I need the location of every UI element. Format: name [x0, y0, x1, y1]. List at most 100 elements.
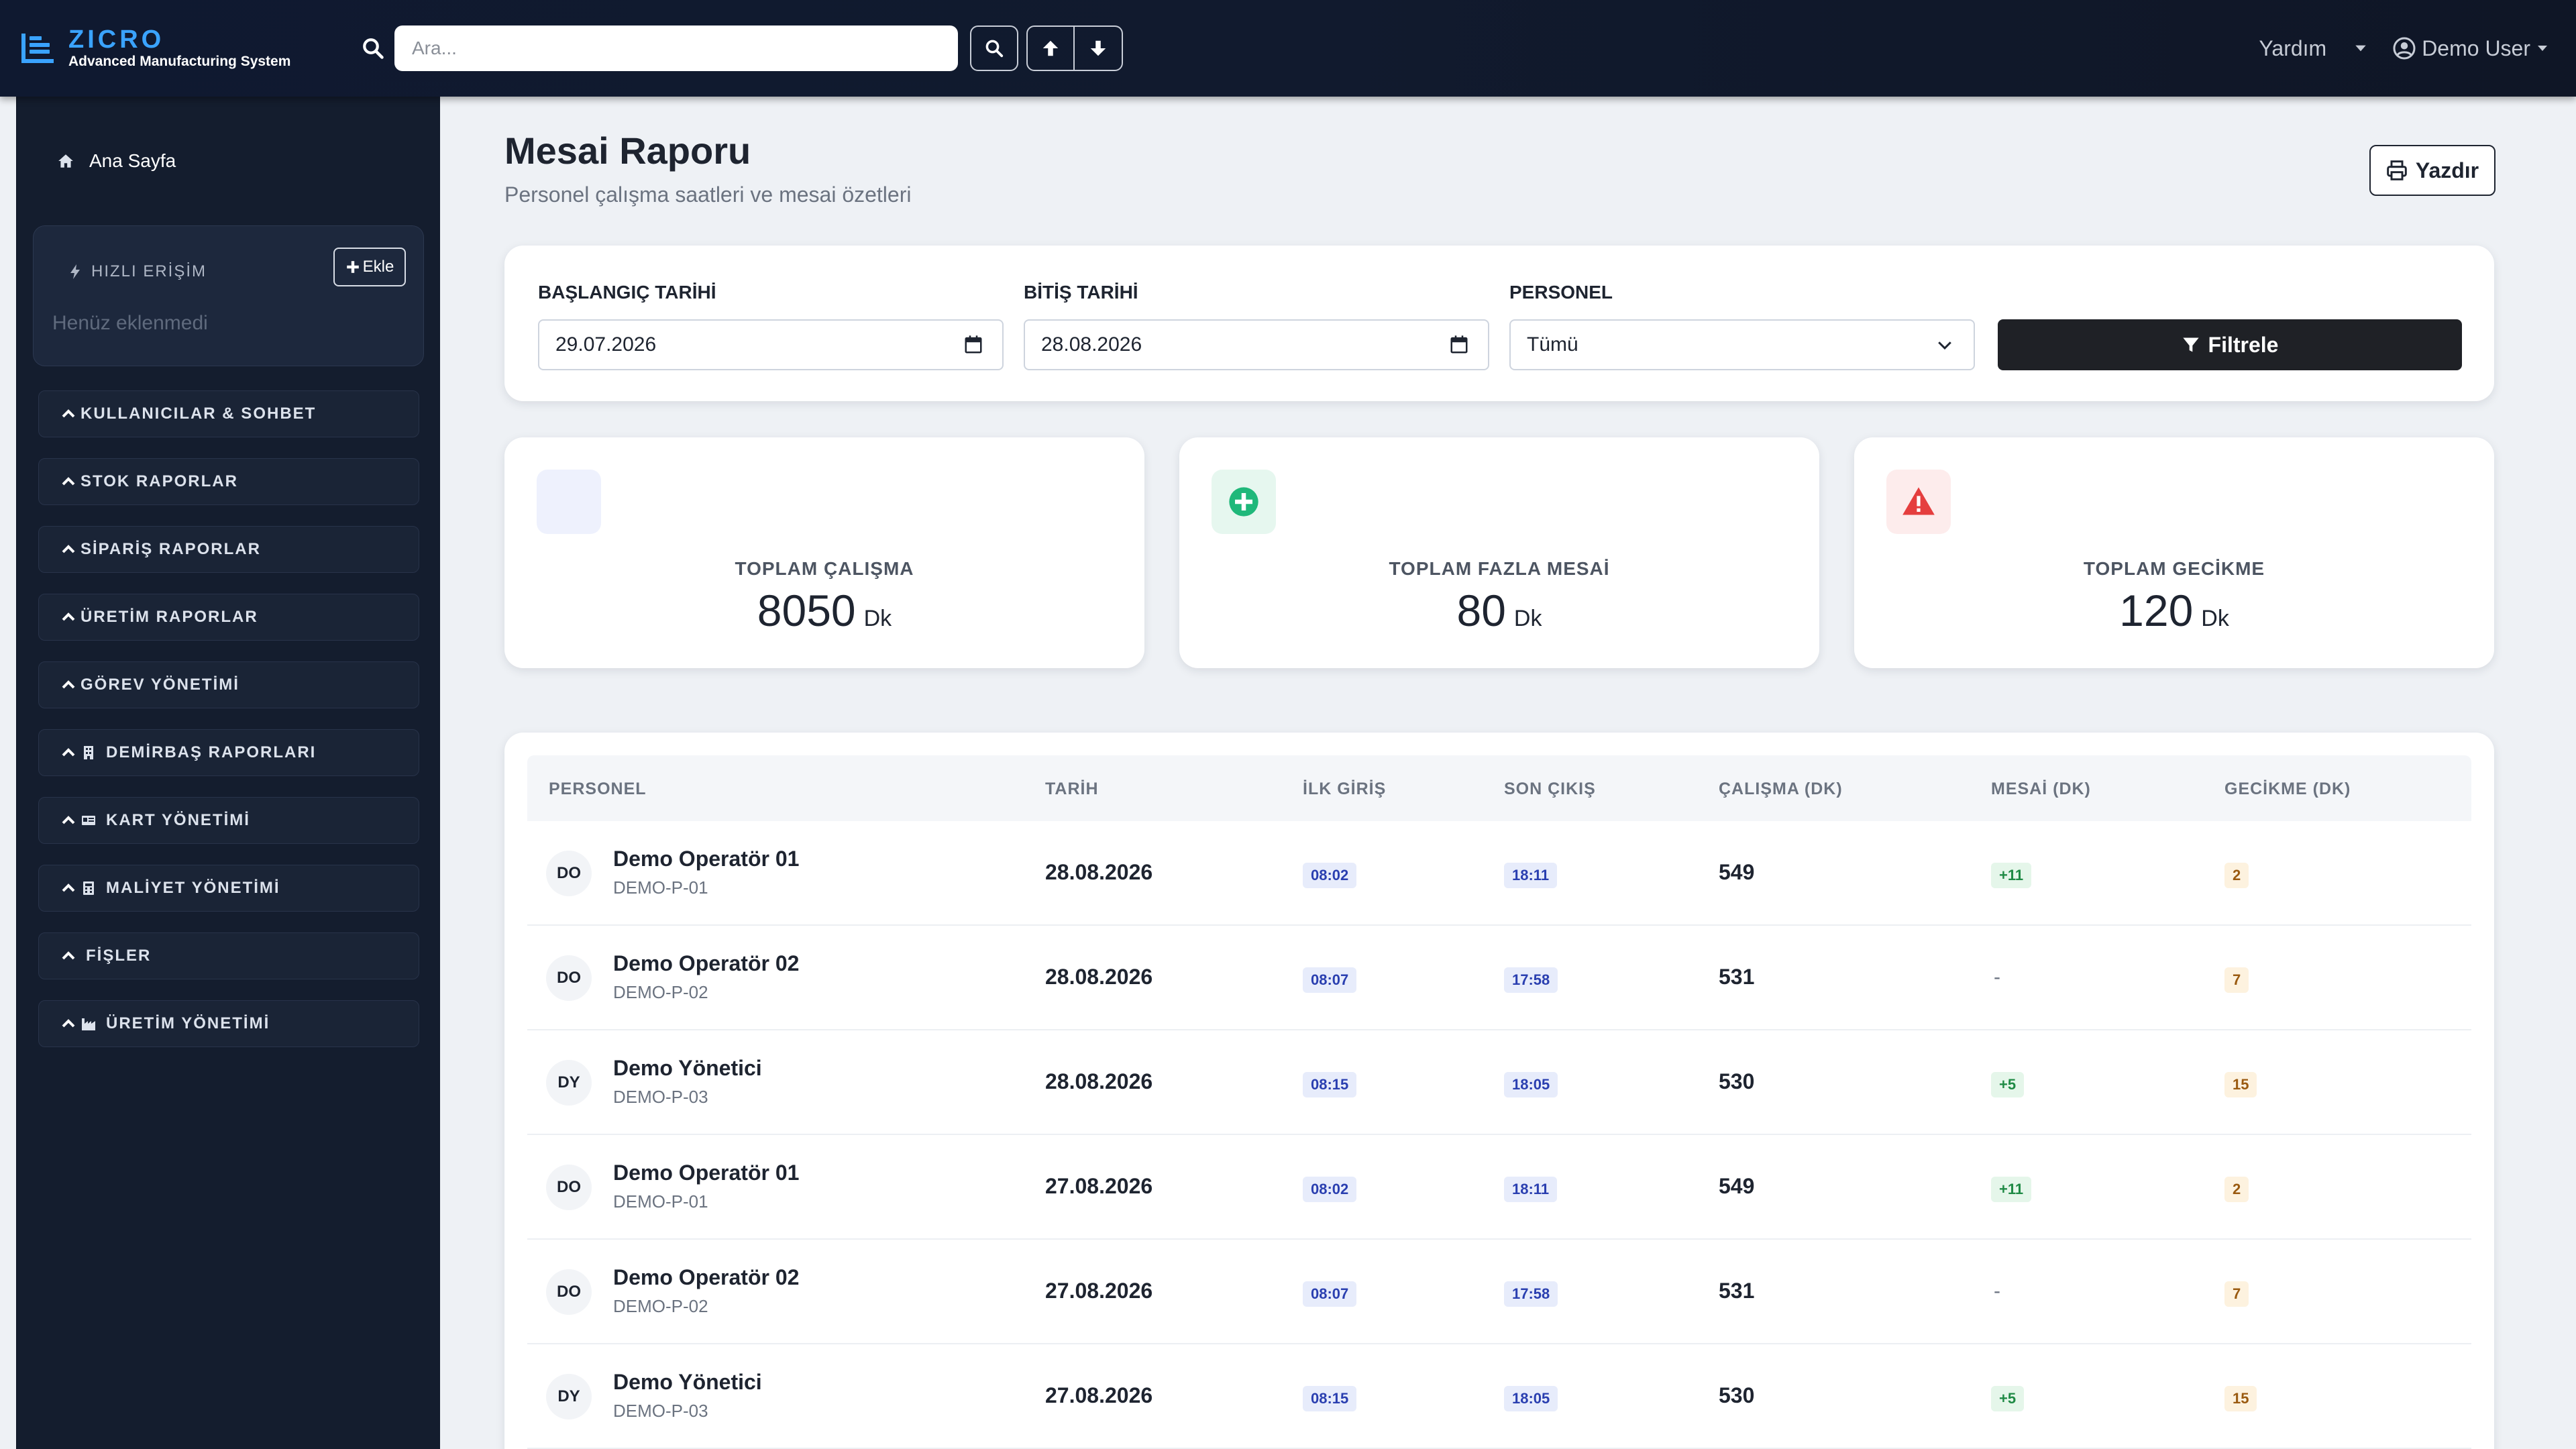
- calendar-icon[interactable]: [1449, 335, 1469, 355]
- warning-icon: [1886, 470, 1951, 534]
- employee-name: Demo Yönetici: [613, 1056, 762, 1080]
- bolt-icon: [70, 264, 80, 279]
- avatar: DO: [546, 1165, 592, 1210]
- search-previous-button[interactable]: [1026, 25, 1075, 71]
- table-row[interactable]: DO Demo Operatör 01 DEMO-P-01 28.08.2026 08:…: [527, 821, 2471, 926]
- column-header-last-exit: SON ÇIKIŞ: [1504, 780, 1596, 798]
- end-date-field[interactable]: 28.08.2026: [1024, 319, 1489, 370]
- last-exit-badge: 17:58: [1504, 967, 1558, 993]
- table-row[interactable]: DO Demo Operatör 02 DEMO-P-02 27.08.2026 08:…: [527, 1240, 2471, 1344]
- date-cell: 27.08.2026: [1045, 1383, 1153, 1407]
- work-minutes-cell: 549: [1719, 1174, 1755, 1198]
- table-row[interactable]: DO Demo Operatör 02 DEMO-P-02 28.08.2026 08:…: [527, 926, 2471, 1030]
- start-date-field[interactable]: 29.07.2026: [538, 319, 1004, 370]
- chevron-up-icon: [62, 748, 75, 757]
- arrow-up-icon: [1042, 40, 1059, 56]
- id-card-icon: [82, 816, 95, 825]
- quick-access-empty-text: Henüz eklenmedi: [52, 312, 208, 334]
- user-menu[interactable]: Demo User: [2392, 36, 2549, 61]
- search-next-button[interactable]: [1075, 25, 1123, 71]
- quick-access-add-button[interactable]: Ekle: [333, 248, 406, 286]
- first-entry-badge: 08:07: [1303, 1281, 1357, 1307]
- date-cell: 28.08.2026: [1045, 965, 1153, 989]
- plus-icon: [346, 261, 359, 273]
- last-exit-badge: 18:11: [1504, 863, 1558, 888]
- brand[interactable]: ZICRO Advanced Manufacturing System: [19, 26, 341, 70]
- arrow-down-icon: [1090, 40, 1106, 56]
- avatar: DY: [546, 1060, 592, 1106]
- sidebar-group-stock-reports[interactable]: STOK RAPORLAR: [38, 458, 419, 505]
- first-entry-badge: 08:02: [1303, 1177, 1357, 1202]
- date-cell: 28.08.2026: [1045, 1069, 1153, 1093]
- clock-icon: [537, 470, 601, 534]
- personnel-select[interactable]: Tümü: [1509, 319, 1975, 370]
- stat-card-total-overtime: TOPLAM FAZLA MESAİ 80 Dk: [1179, 437, 1819, 668]
- search-icon: [985, 40, 1004, 58]
- employee-code: DEMO-P-03: [613, 1401, 708, 1421]
- search-input[interactable]: [394, 25, 958, 71]
- calculator-icon: [83, 881, 94, 895]
- last-exit-badge: 17:58: [1504, 1281, 1558, 1307]
- overtime-badge: +5: [1991, 1072, 2025, 1097]
- calendar-icon[interactable]: [963, 335, 983, 355]
- stat-value: 120 Dk: [2119, 586, 2229, 635]
- user-name: Demo User: [2422, 36, 2530, 60]
- delay-badge: 7: [2224, 967, 2249, 993]
- table-row[interactable]: DY Demo Yönetici DEMO-P-03 27.08.2026 08:15 1…: [527, 1344, 2471, 1449]
- delay-badge: 15: [2224, 1386, 2257, 1411]
- employee-name: Demo Operatör 02: [613, 1265, 800, 1289]
- avatar: DO: [546, 851, 592, 896]
- factory-icon: [82, 1018, 95, 1030]
- overtime-cell: -: [1994, 1280, 2000, 1302]
- employee-code: DEMO-P-02: [613, 982, 708, 1002]
- print-button[interactable]: Yazdır: [2369, 145, 2496, 196]
- sidebar-group-production-management[interactable]: ÜRETİM YÖNETİMİ: [38, 1000, 419, 1047]
- sidebar-group-fixed-assets[interactable]: DEMİRBAŞ RAPORLARI: [38, 729, 419, 776]
- employee-code: DEMO-P-01: [613, 1191, 708, 1212]
- sidebar-group-cost-management[interactable]: MALİYET YÖNETİMİ: [38, 865, 419, 912]
- employee-name: Demo Yönetici: [613, 1370, 762, 1394]
- chevron-up-icon: [62, 612, 75, 621]
- stat-value: 8050 Dk: [757, 586, 892, 635]
- sidebar-group-production-reports[interactable]: ÜRETİM RAPORLAR: [38, 594, 419, 641]
- personnel-label: PERSONEL: [1509, 282, 1613, 303]
- sidebar-group-task-management[interactable]: GÖREV YÖNETİMİ: [38, 661, 419, 708]
- end-date-label: BİTİŞ TARİHİ: [1024, 282, 1138, 303]
- table-row[interactable]: DO Demo Operatör 01 DEMO-P-01 27.08.2026 08:…: [527, 1135, 2471, 1240]
- home-icon: [58, 154, 73, 168]
- chevron-up-icon: [62, 883, 75, 892]
- filter-button[interactable]: Filtrele: [1998, 319, 2462, 370]
- column-header-first-entry: İLK GİRİŞ: [1303, 780, 1387, 798]
- sidebar-group-order-reports[interactable]: SİPARİŞ RAPORLAR: [38, 526, 419, 573]
- stat-label: TOPLAM GECİKME: [2083, 558, 2265, 579]
- chevron-up-icon: [62, 1019, 75, 1028]
- sidebar-group-receipts[interactable]: FİŞLER: [38, 932, 419, 979]
- chevron-down-icon: [1938, 341, 1951, 350]
- chevron-up-icon: [62, 409, 75, 418]
- caret-down-icon[interactable]: [2353, 41, 2368, 56]
- date-cell: 27.08.2026: [1045, 1174, 1153, 1198]
- sidebar-item-label: Ana Sayfa: [89, 150, 176, 171]
- table-row[interactable]: DY Demo Yönetici DEMO-P-03 28.08.2026 08:15 1…: [527, 1030, 2471, 1135]
- sidebar-item-home[interactable]: Ana Sayfa: [57, 150, 440, 172]
- chevron-up-icon: [62, 816, 75, 824]
- search-button[interactable]: [970, 25, 1018, 71]
- chevron-up-icon: [62, 545, 75, 553]
- work-minutes-cell: 531: [1719, 965, 1755, 989]
- page-subtitle: Personel çalışma saatleri ve mesai özetl…: [504, 182, 912, 207]
- help-link[interactable]: Yardım: [2259, 36, 2327, 60]
- sidebar-group-users-chat[interactable]: KULLANICILAR & SOHBET: [38, 390, 419, 437]
- work-minutes-cell: 549: [1719, 860, 1755, 884]
- sidebar-group-card-management[interactable]: KART YÖNETİMİ: [38, 797, 419, 844]
- first-entry-badge: 08:15: [1303, 1072, 1357, 1097]
- delay-badge: 2: [2224, 863, 2249, 888]
- chevron-up-icon: [62, 680, 75, 689]
- brand-name: ZICRO: [68, 25, 165, 54]
- overtime-table: PERSONEL TARİH İLK GİRİŞ SON ÇIKIŞ ÇALIŞ…: [504, 733, 2494, 1449]
- employee-name: Demo Operatör 01: [613, 1161, 800, 1185]
- last-exit-badge: 18:05: [1504, 1072, 1558, 1097]
- top-navbar: ZICRO Advanced Manufacturing System Yard…: [0, 0, 2576, 97]
- column-header-overtime: MESAİ (DK): [1991, 780, 2091, 798]
- stat-label: TOPLAM ÇALIŞMA: [735, 558, 914, 579]
- start-date-label: BAŞLANGIÇ TARİHİ: [538, 282, 716, 303]
